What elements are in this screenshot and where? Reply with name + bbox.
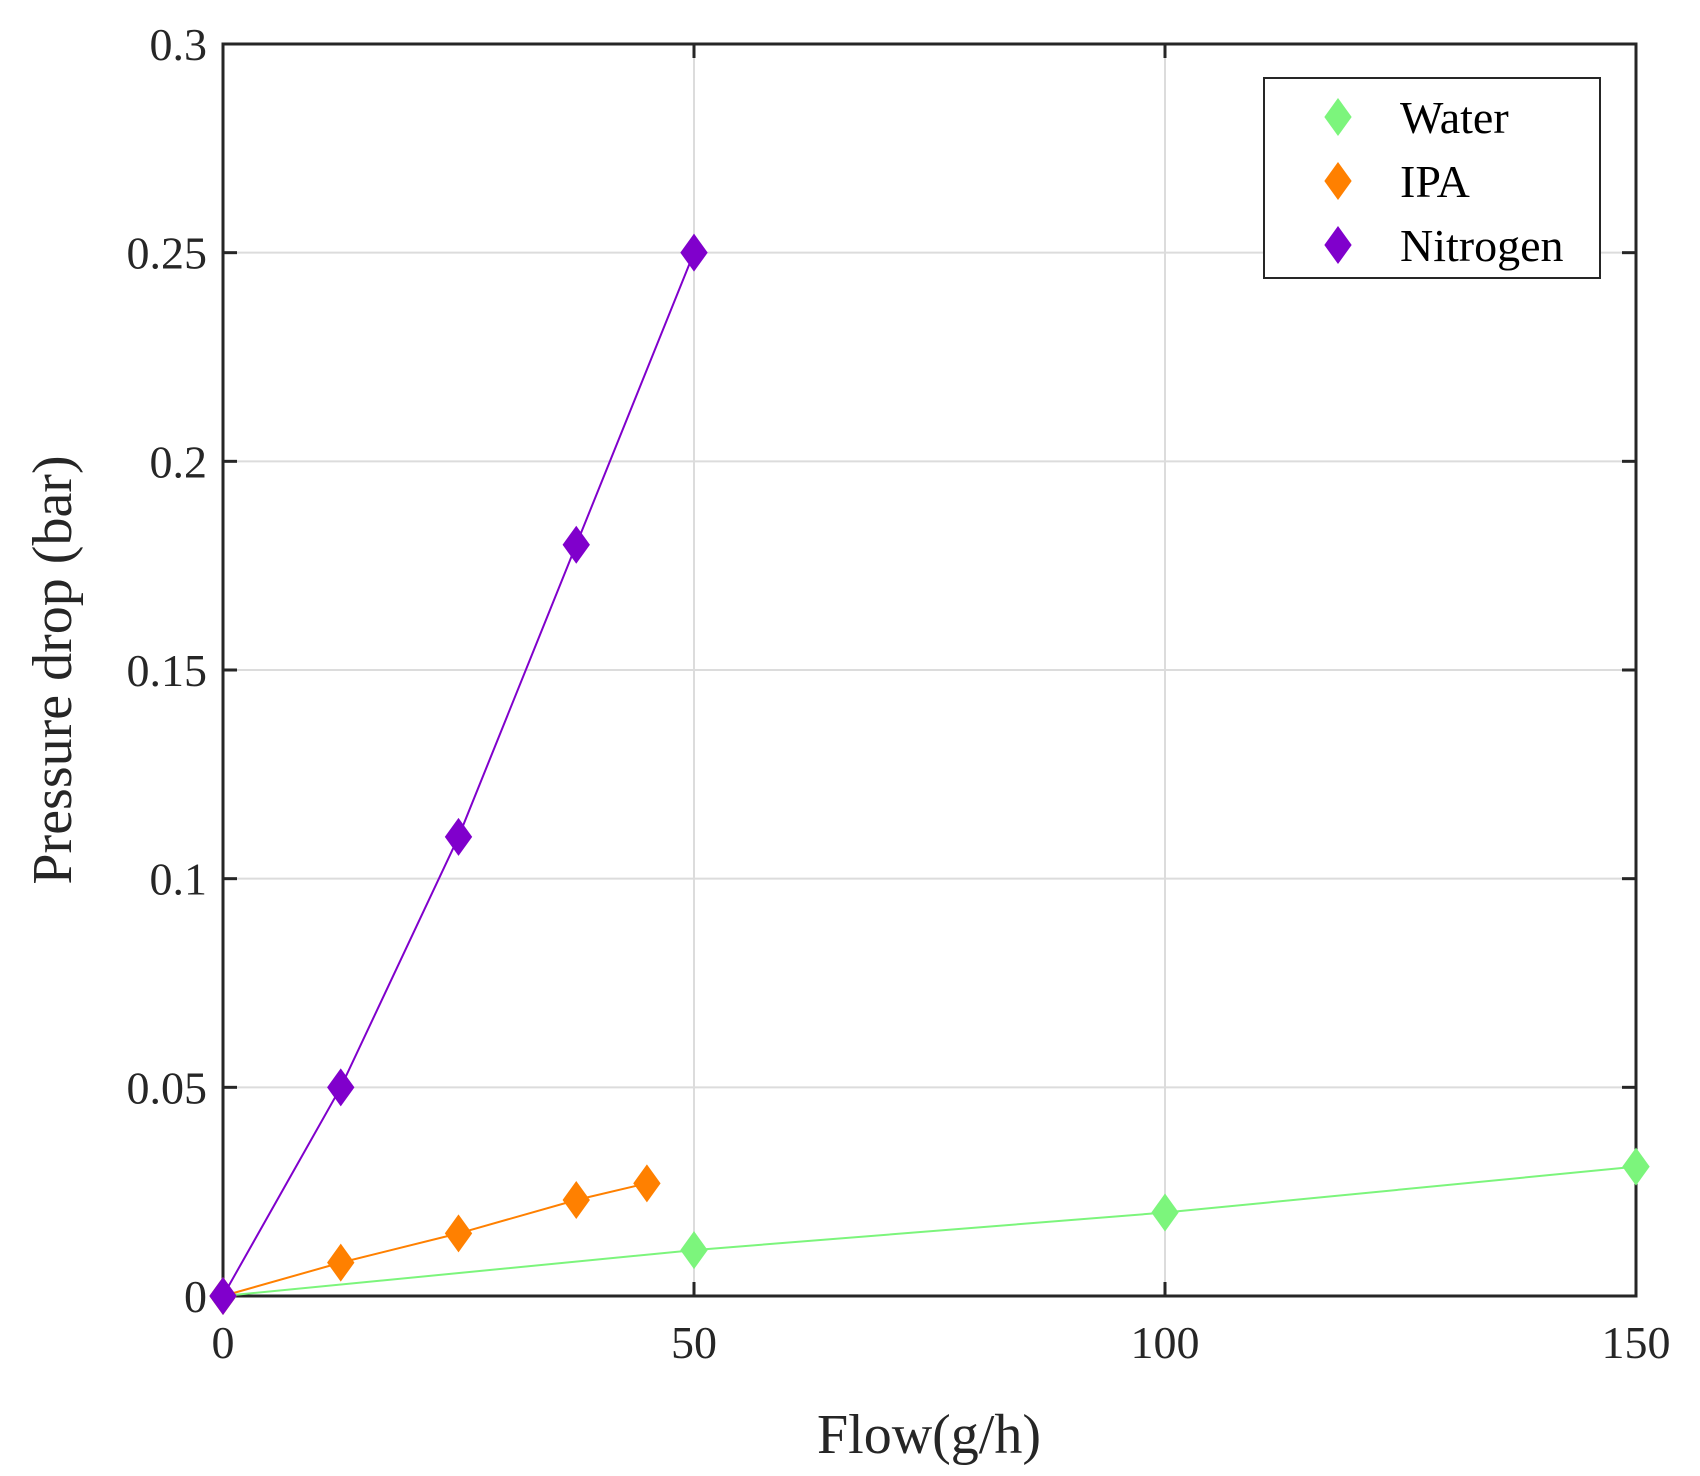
y-tick-label: 0.15 [127, 645, 208, 696]
y-tick-label: 0.1 [150, 854, 208, 905]
y-tick-label: 0.05 [127, 1062, 208, 1113]
legend-label-water: Water [1400, 92, 1509, 143]
x-tick-label: 150 [1602, 1317, 1671, 1368]
grid [223, 44, 1636, 1296]
nitrogen-point [209, 1277, 237, 1315]
water-line [222, 1165, 1637, 1297]
x-tick-label: 0 [212, 1317, 235, 1368]
nitrogen-point [327, 1068, 355, 1107]
x-axis-tick-labels: 0 50 100 150 [212, 1317, 1671, 1368]
legend-marker-water [1324, 98, 1352, 136]
data-series [209, 233, 1650, 1315]
y-tick-label: 0 [184, 1271, 207, 1322]
series-ipa [209, 1164, 661, 1315]
water-point [680, 1231, 708, 1270]
y-tick-label: 0.25 [127, 228, 208, 279]
legend-marker-nitrogen [1324, 226, 1352, 264]
legend-label-ipa: IPA [1400, 156, 1470, 207]
ipa-point [633, 1164, 661, 1203]
x-axis-title: Flow(g/h) [817, 1404, 1041, 1466]
nitrogen-point [444, 817, 473, 856]
nitrogen-point [680, 233, 708, 272]
y-tick-label: 0.2 [150, 436, 208, 487]
water-point [1151, 1193, 1179, 1232]
series-water [209, 1147, 1650, 1315]
legend: Water IPA Nitrogen [1263, 77, 1601, 279]
axis-ticks [221, 42, 1638, 1298]
series-nitrogen [209, 233, 708, 1315]
legend-box [1263, 77, 1601, 279]
ipa-point [562, 1181, 590, 1220]
y-tick-label: 0.3 [150, 19, 208, 70]
legend-marker-ipa [1324, 162, 1352, 200]
water-point [1622, 1147, 1650, 1186]
x-tick-label: 50 [671, 1317, 717, 1368]
ipa-point [327, 1243, 355, 1282]
y-axis-tick-labels: 0 0.05 0.1 0.15 0.2 0.25 0.3 [127, 19, 208, 1322]
nitrogen-point [562, 525, 590, 564]
nitrogen-line [222, 252, 695, 1297]
legend-label-nitrogen: Nitrogen [1400, 220, 1564, 271]
x-tick-label: 100 [1131, 1317, 1200, 1368]
ipa-point [444, 1214, 473, 1253]
y-axis-title: Pressure drop (bar) [22, 455, 84, 884]
